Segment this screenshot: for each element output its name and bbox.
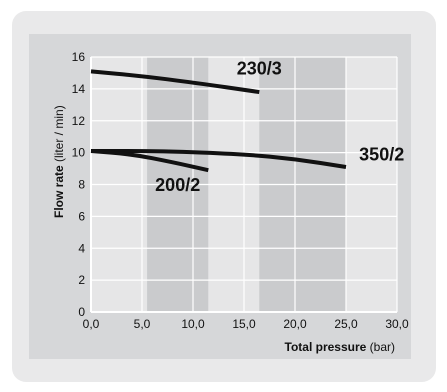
x-tick-label: 25,0 xyxy=(334,317,358,331)
y-tick-label: 2 xyxy=(78,273,85,287)
y-tick-label: 0 xyxy=(78,305,85,319)
y-tick-label: 4 xyxy=(78,241,85,255)
y-tick-label: 14 xyxy=(72,82,86,96)
grid-lines xyxy=(90,56,398,313)
series-lines xyxy=(90,69,347,173)
y-tick-label: 12 xyxy=(72,114,86,128)
series-label-350-2: 350/2 xyxy=(359,145,404,165)
x-tick-label: 30,0 xyxy=(385,317,409,331)
y-tick-label: 6 xyxy=(78,209,85,223)
x-tick-label: 0,0 xyxy=(83,317,100,331)
x-tick-label: 15,0 xyxy=(232,317,256,331)
y-axis-label-unit: (liter / min) xyxy=(52,105,66,165)
x-axis-label: Total pressure (bar) xyxy=(285,340,395,354)
series-label-230-3: 230/3 xyxy=(237,59,282,79)
x-tick-label: 10,0 xyxy=(181,317,205,331)
y-tick-label: 10 xyxy=(72,146,86,160)
x-axis-label-title: Total pressure xyxy=(285,340,367,354)
series-line-230-3 xyxy=(90,69,260,95)
y-axis-label: Flow rate (liter / min) xyxy=(52,105,66,218)
y-axis-label-title: Flow rate xyxy=(52,165,66,218)
series-label-200-2: 200/2 xyxy=(155,175,200,195)
y-tick-label: 8 xyxy=(78,178,85,192)
series-line-200-2 xyxy=(90,149,209,173)
y-tick-label: 16 xyxy=(72,50,86,64)
tick-labels: 0 2 4 6 8 10 12 14 16 0,0 5,0 10,0 15,0 20,0 25,0 30,0 xyxy=(72,50,409,331)
x-axis-label-unit: (bar) xyxy=(366,340,395,354)
x-tick-label: 20,0 xyxy=(283,317,307,331)
x-tick-label: 5,0 xyxy=(134,317,151,331)
series-labels: 230/3 350/2 200/2 xyxy=(155,59,404,195)
